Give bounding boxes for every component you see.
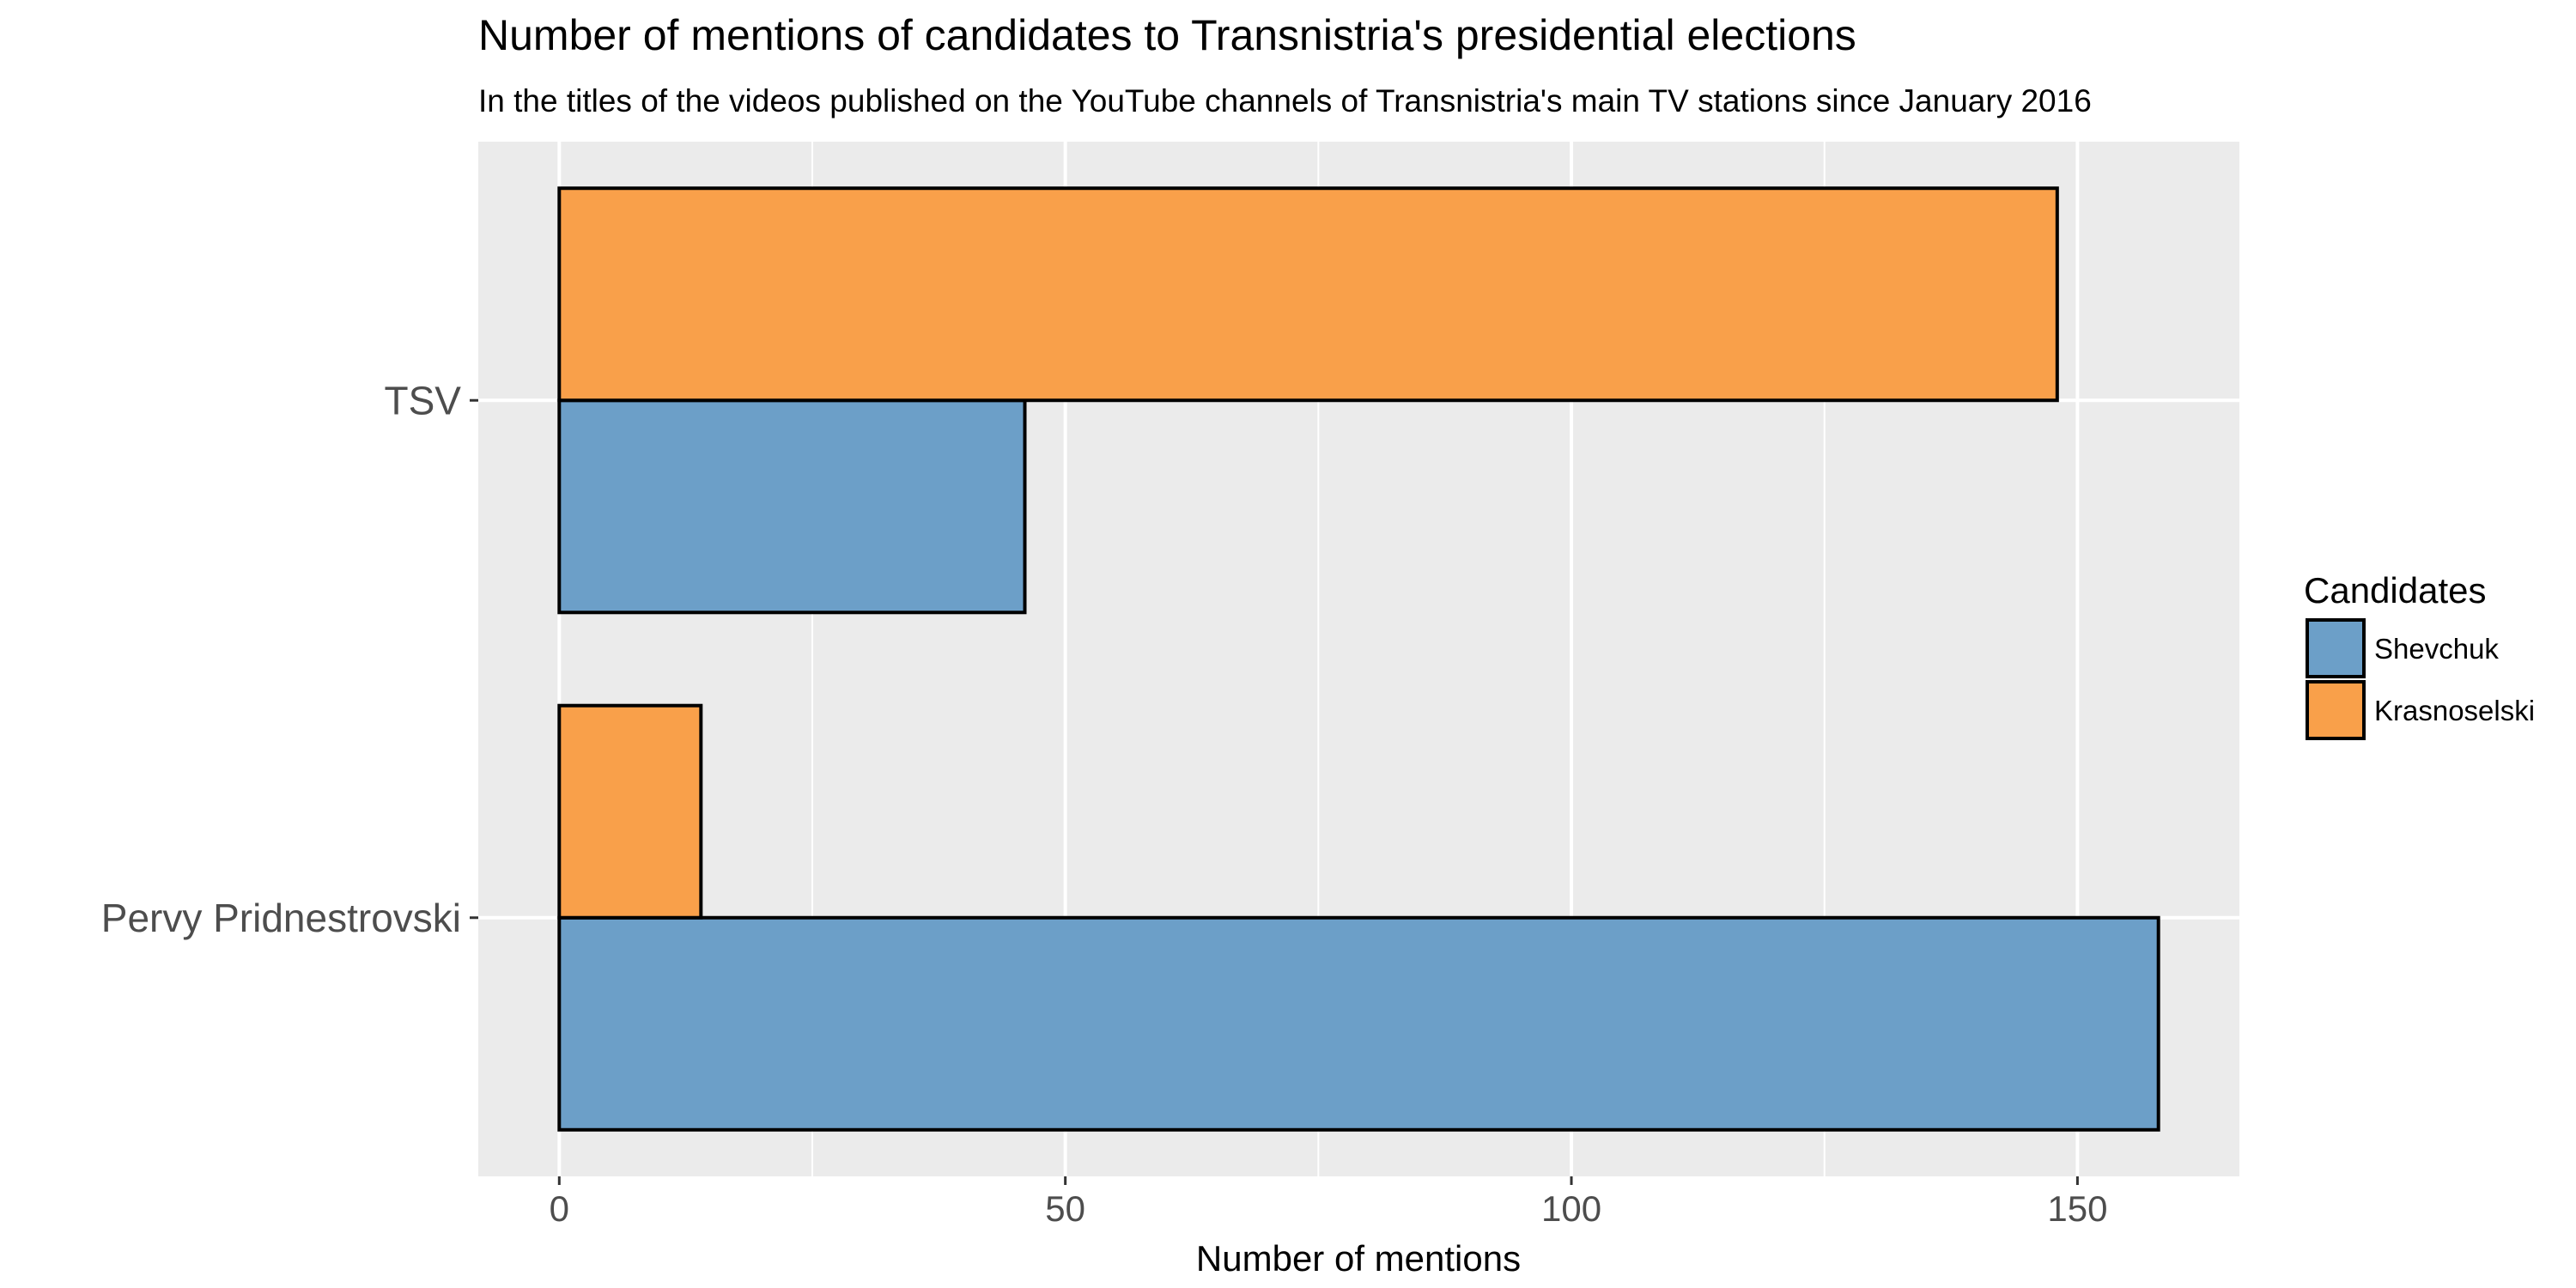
bar-krasnoselski-pervy-pridnestrovski [557,703,703,920]
legend: Candidates Shevchuk Krasnoselski [2304,570,2535,740]
x-tick-label: 100 [1541,1188,1601,1229]
y-tick-label: Pervy Pridnestrovski [101,896,461,940]
y-tick-label: TSV [385,378,462,422]
x-tick-label: 50 [1045,1188,1085,1229]
bar-krasnoselski-tsv [557,186,2059,403]
y-axis: Pervy Pridnestrovski TSV [101,378,478,940]
x-axis-title: Number of mentions [1196,1238,1521,1279]
chart-title: Number of mentions of candidates to Tran… [478,11,1856,59]
legend-label-shevchuk: Shevchuk [2374,633,2499,665]
x-axis: 0 50 100 150 [550,1176,2107,1229]
chart-subtitle: In the titles of the videos published on… [478,83,2092,118]
legend-key-shevchuk [2306,618,2366,678]
x-tick-label: 150 [2047,1188,2107,1229]
x-tick-label: 0 [550,1188,569,1229]
bar-shevchuk-tsv [557,398,1027,615]
bar-shevchuk-pervy-pridnestrovski [557,915,2160,1132]
legend-title: Candidates [2304,570,2486,611]
legend-label-krasnoselski: Krasnoselski [2374,695,2535,726]
legend-key-krasnoselski [2306,680,2366,740]
bars [557,186,2160,1132]
